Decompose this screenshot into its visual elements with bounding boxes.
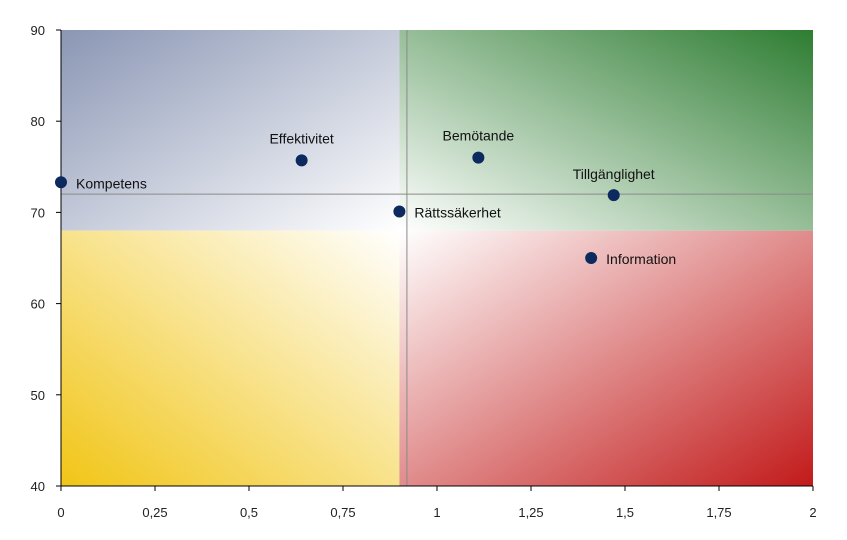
x-tick-label: 1,25 <box>518 505 543 520</box>
point-label: Kompetens <box>76 175 147 191</box>
quadrant-top-right <box>399 30 813 231</box>
quadrant-bottom-left <box>61 230 400 486</box>
x-tick-label: 0,75 <box>330 505 355 520</box>
y-tick-label: 90 <box>31 23 45 38</box>
point-label: Tillgänglighet <box>573 166 655 182</box>
x-tick-label: 0,25 <box>142 505 167 520</box>
data-point <box>472 151 485 164</box>
y-tick-label: 70 <box>31 205 45 220</box>
crosshair-lines <box>61 30 813 486</box>
point-label: Information <box>606 251 676 267</box>
point-label: Effektivitet <box>269 130 333 146</box>
data-point <box>295 154 308 167</box>
x-tick-label: 0 <box>57 505 64 520</box>
data-point <box>585 252 598 264</box>
data-point <box>393 205 406 218</box>
quadrant-top-left <box>61 30 400 231</box>
data-point <box>55 176 67 189</box>
x-tick-label: 1 <box>433 505 440 520</box>
x-tick-label: 1,5 <box>616 505 634 520</box>
x-tick-label: 0,5 <box>240 505 258 520</box>
point-label: Bemötande <box>443 128 515 144</box>
data-point <box>607 189 620 202</box>
y-tick-label: 60 <box>31 297 45 312</box>
quadrant-backgrounds <box>61 30 813 486</box>
y-tick-label: 40 <box>31 479 45 494</box>
y-tick-label: 80 <box>31 114 45 129</box>
point-label: Rättssäkerhet <box>414 204 500 220</box>
y-tick-label: 50 <box>31 388 45 403</box>
axes: 0 0,25 0,5 0,75 1 1,25 1,5 1,75 2 40 50 60 70 80 90 <box>31 23 817 520</box>
x-tick-label: 1,75 <box>706 505 731 520</box>
data-points: Kompetens Effektivitet Rättssäkerhet Bemöta… <box>55 128 676 267</box>
quadrant-bottom-right <box>399 230 813 486</box>
x-tick-label: 2 <box>809 505 816 520</box>
